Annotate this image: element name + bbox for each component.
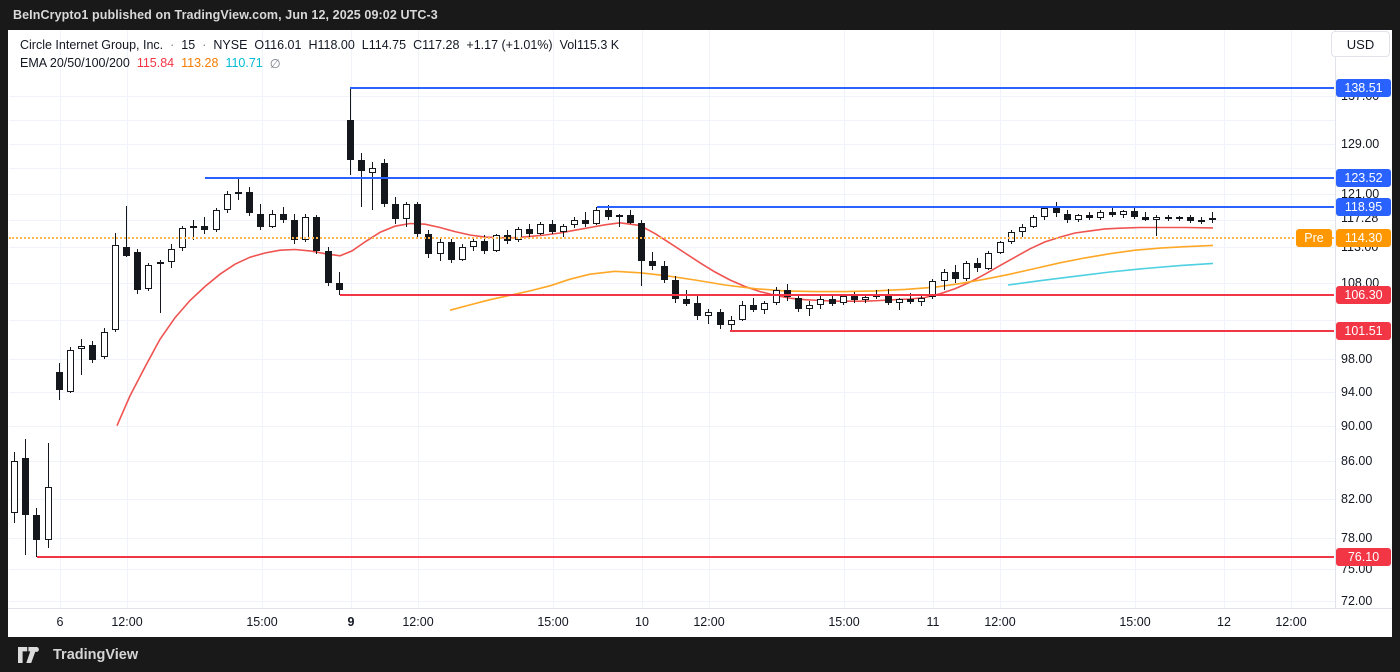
- ema-indicator-label[interactable]: EMA 20/50/100/200: [20, 56, 130, 70]
- exchange-name[interactable]: NYSE: [213, 38, 248, 52]
- currency-button[interactable]: USD: [1331, 31, 1390, 57]
- chart-card: [8, 30, 1392, 637]
- ema200-empty-value: ∅: [269, 56, 281, 71]
- tradingview-logo-icon: [18, 646, 39, 663]
- ohlc-low: L114.75: [361, 38, 407, 52]
- ema50-value: 113.28: [181, 56, 219, 70]
- legend-separator: ·: [202, 38, 207, 52]
- price-change: +1.17 (+1.01%): [466, 38, 553, 52]
- ema20-value: 115.84: [136, 56, 175, 70]
- symbol-legend-row: Circle Internet Group, Inc. · 15 · NYSE …: [20, 36, 619, 54]
- volume-value: Vol115.3 K: [559, 38, 620, 52]
- tradingview-brand[interactable]: TradingView: [53, 646, 139, 663]
- interval-value[interactable]: 15: [181, 38, 196, 52]
- chart-legend: Circle Internet Group, Inc. · 15 · NYSE …: [20, 36, 619, 72]
- price-axis-border: [1335, 30, 1336, 608]
- ohlc-close: C117.28: [413, 38, 460, 52]
- symbol-title[interactable]: Circle Internet Group, Inc.: [20, 38, 164, 52]
- footer-bar: TradingView: [0, 637, 1400, 672]
- ohlc-high: H118.00: [308, 38, 355, 52]
- legend-separator: ·: [170, 38, 175, 52]
- ema100-value: 110.71: [225, 56, 263, 70]
- publish-banner: BeInCrypto1 published on TradingView.com…: [0, 0, 1400, 30]
- time-axis-border: [8, 608, 1392, 609]
- ohlc-open: O116.01: [254, 38, 302, 52]
- ema-legend-row: EMA 20/50/100/200 115.84 113.28 110.71 ∅: [20, 54, 619, 72]
